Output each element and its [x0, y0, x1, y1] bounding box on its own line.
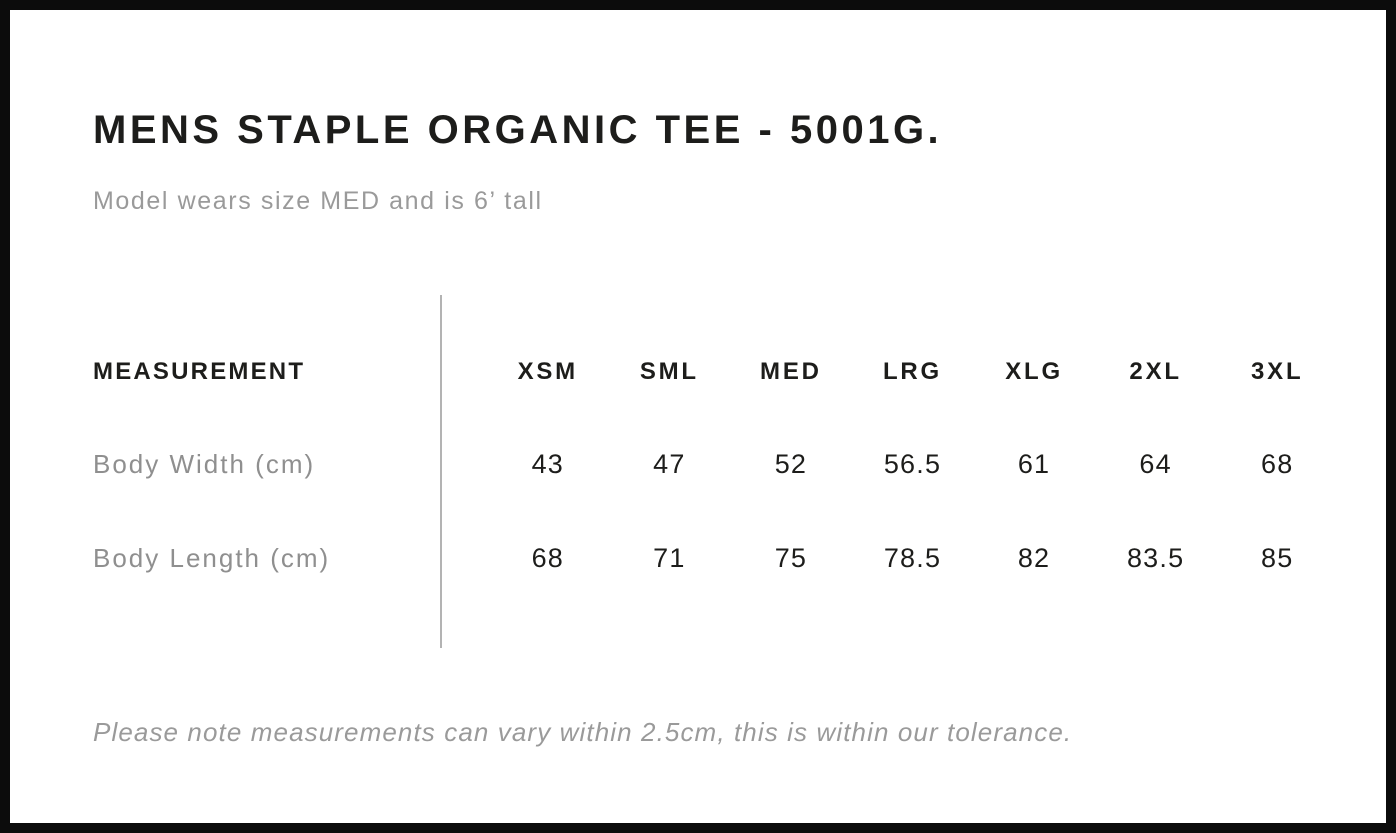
- body-length-value-med: 75: [774, 543, 808, 573]
- size-header-3xl: 3XL: [1250, 358, 1304, 385]
- body-width-value-3xl: 68: [1260, 449, 1294, 479]
- size-chart-table: MEASUREMENT XSM SML MED LRG XLG 2XL 3XL …: [93, 295, 1338, 648]
- table-row-body-width: Body Width (cm) 43 47 52 56.5 61 64 68: [93, 448, 1338, 480]
- body-length-value-sml: 71: [653, 543, 686, 573]
- size-header-xlg: XLG: [1005, 358, 1063, 385]
- body-width-value-xsm: 43: [531, 449, 564, 479]
- measurement-column-header: MEASUREMENT: [93, 358, 306, 385]
- row-label-body-width: Body Width (cm): [93, 449, 316, 479]
- size-header-2xl: 2XL: [1129, 358, 1182, 385]
- body-width-value-med: 52: [774, 449, 808, 479]
- body-length-value-xlg: 82: [1017, 543, 1051, 573]
- body-width-value-lrg: 56.5: [883, 449, 942, 479]
- size-chart-content: MENS STAPLE ORGANIC TEE - 5001G. Model w…: [10, 10, 1386, 823]
- vertical-divider: [440, 295, 442, 648]
- size-header-lrg: LRG: [882, 358, 943, 385]
- body-length-value-lrg: 78.5: [883, 543, 942, 573]
- table-row-body-length: Body Length (cm) 68 71 75 78.5 82 83.5 8…: [93, 542, 1338, 574]
- body-length-value-2xl: 83.5: [1126, 543, 1185, 573]
- body-width-value-2xl: 64: [1139, 449, 1172, 479]
- size-chart-header-row: MEASUREMENT XSM SML MED LRG XLG 2XL 3XL: [93, 357, 1338, 386]
- body-length-value-xsm: 68: [531, 543, 564, 573]
- size-header-sml: SML: [639, 358, 699, 385]
- page-title: MENS STAPLE ORGANIC TEE - 5001G.: [93, 108, 943, 152]
- body-width-value-sml: 47: [653, 449, 686, 479]
- body-length-value-3xl: 85: [1260, 543, 1294, 573]
- row-label-body-length: Body Length (cm): [93, 543, 331, 573]
- model-size-note: Model wears size MED and is 6’ tall: [93, 187, 543, 215]
- body-width-value-xlg: 61: [1017, 449, 1051, 479]
- tolerance-note: Please note measurements can vary within…: [93, 717, 1073, 747]
- size-header-xsm: XSM: [517, 358, 578, 385]
- size-header-med: MED: [760, 358, 822, 385]
